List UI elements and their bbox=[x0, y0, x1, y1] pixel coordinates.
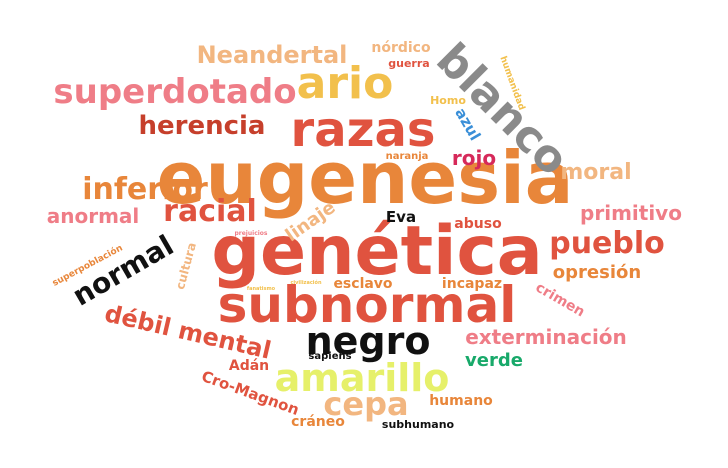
word-cultura: cultura bbox=[173, 240, 199, 292]
word-crimen: crimen bbox=[532, 279, 588, 321]
word-pueblo: pueblo bbox=[549, 226, 665, 261]
word-nordico: nórdico bbox=[371, 40, 431, 56]
word-neandertal: Neandertal bbox=[196, 41, 348, 69]
word-anormal: anormal bbox=[46, 204, 140, 228]
word-naranja: naranja bbox=[385, 151, 429, 162]
word-genetica: genética bbox=[211, 212, 543, 291]
word-craneo: cráneo bbox=[291, 414, 345, 430]
word-rojo: rojo bbox=[451, 146, 497, 170]
word-opresion: opresión bbox=[552, 262, 642, 283]
word-guerra: guerra bbox=[388, 56, 430, 70]
word-ario: ario bbox=[296, 58, 394, 109]
word-primitivo: primitivo bbox=[580, 201, 682, 225]
word-verde: verde bbox=[465, 350, 523, 371]
word-razas: razas bbox=[290, 102, 436, 158]
word-homo: Homo bbox=[430, 93, 466, 107]
word-civilizacion: civilización bbox=[290, 279, 322, 286]
word-fanatismo: fanatismo bbox=[246, 285, 276, 292]
word-eva: Eva bbox=[385, 207, 417, 226]
word-esclavo: esclavo bbox=[333, 276, 393, 292]
word-subhumano: subhumano bbox=[381, 417, 455, 431]
word-herencia: herencia bbox=[138, 111, 266, 141]
word-racial: racial bbox=[163, 194, 257, 229]
word-amarillo: amarillo bbox=[274, 356, 450, 400]
word-prejuicios: prejuicios bbox=[234, 230, 268, 237]
word-adan: Adán bbox=[228, 358, 270, 374]
word-negro: negro bbox=[305, 319, 431, 363]
word-incapaz: incapaz bbox=[441, 276, 503, 292]
word-inferior: inferior bbox=[82, 172, 208, 207]
word-superdotado: superdotado bbox=[53, 72, 297, 112]
word-sapiens: sapiens bbox=[308, 351, 352, 362]
word-exterminacion: exterminación bbox=[465, 325, 627, 349]
word-eugenesia: eugenesia bbox=[156, 136, 574, 220]
word-cepa: cepa bbox=[323, 385, 409, 423]
word-humano: humano bbox=[429, 393, 493, 409]
word-moral: moral bbox=[560, 160, 632, 185]
word-abuso: abuso bbox=[454, 216, 502, 232]
word-subnormal: subnormal bbox=[217, 276, 517, 334]
